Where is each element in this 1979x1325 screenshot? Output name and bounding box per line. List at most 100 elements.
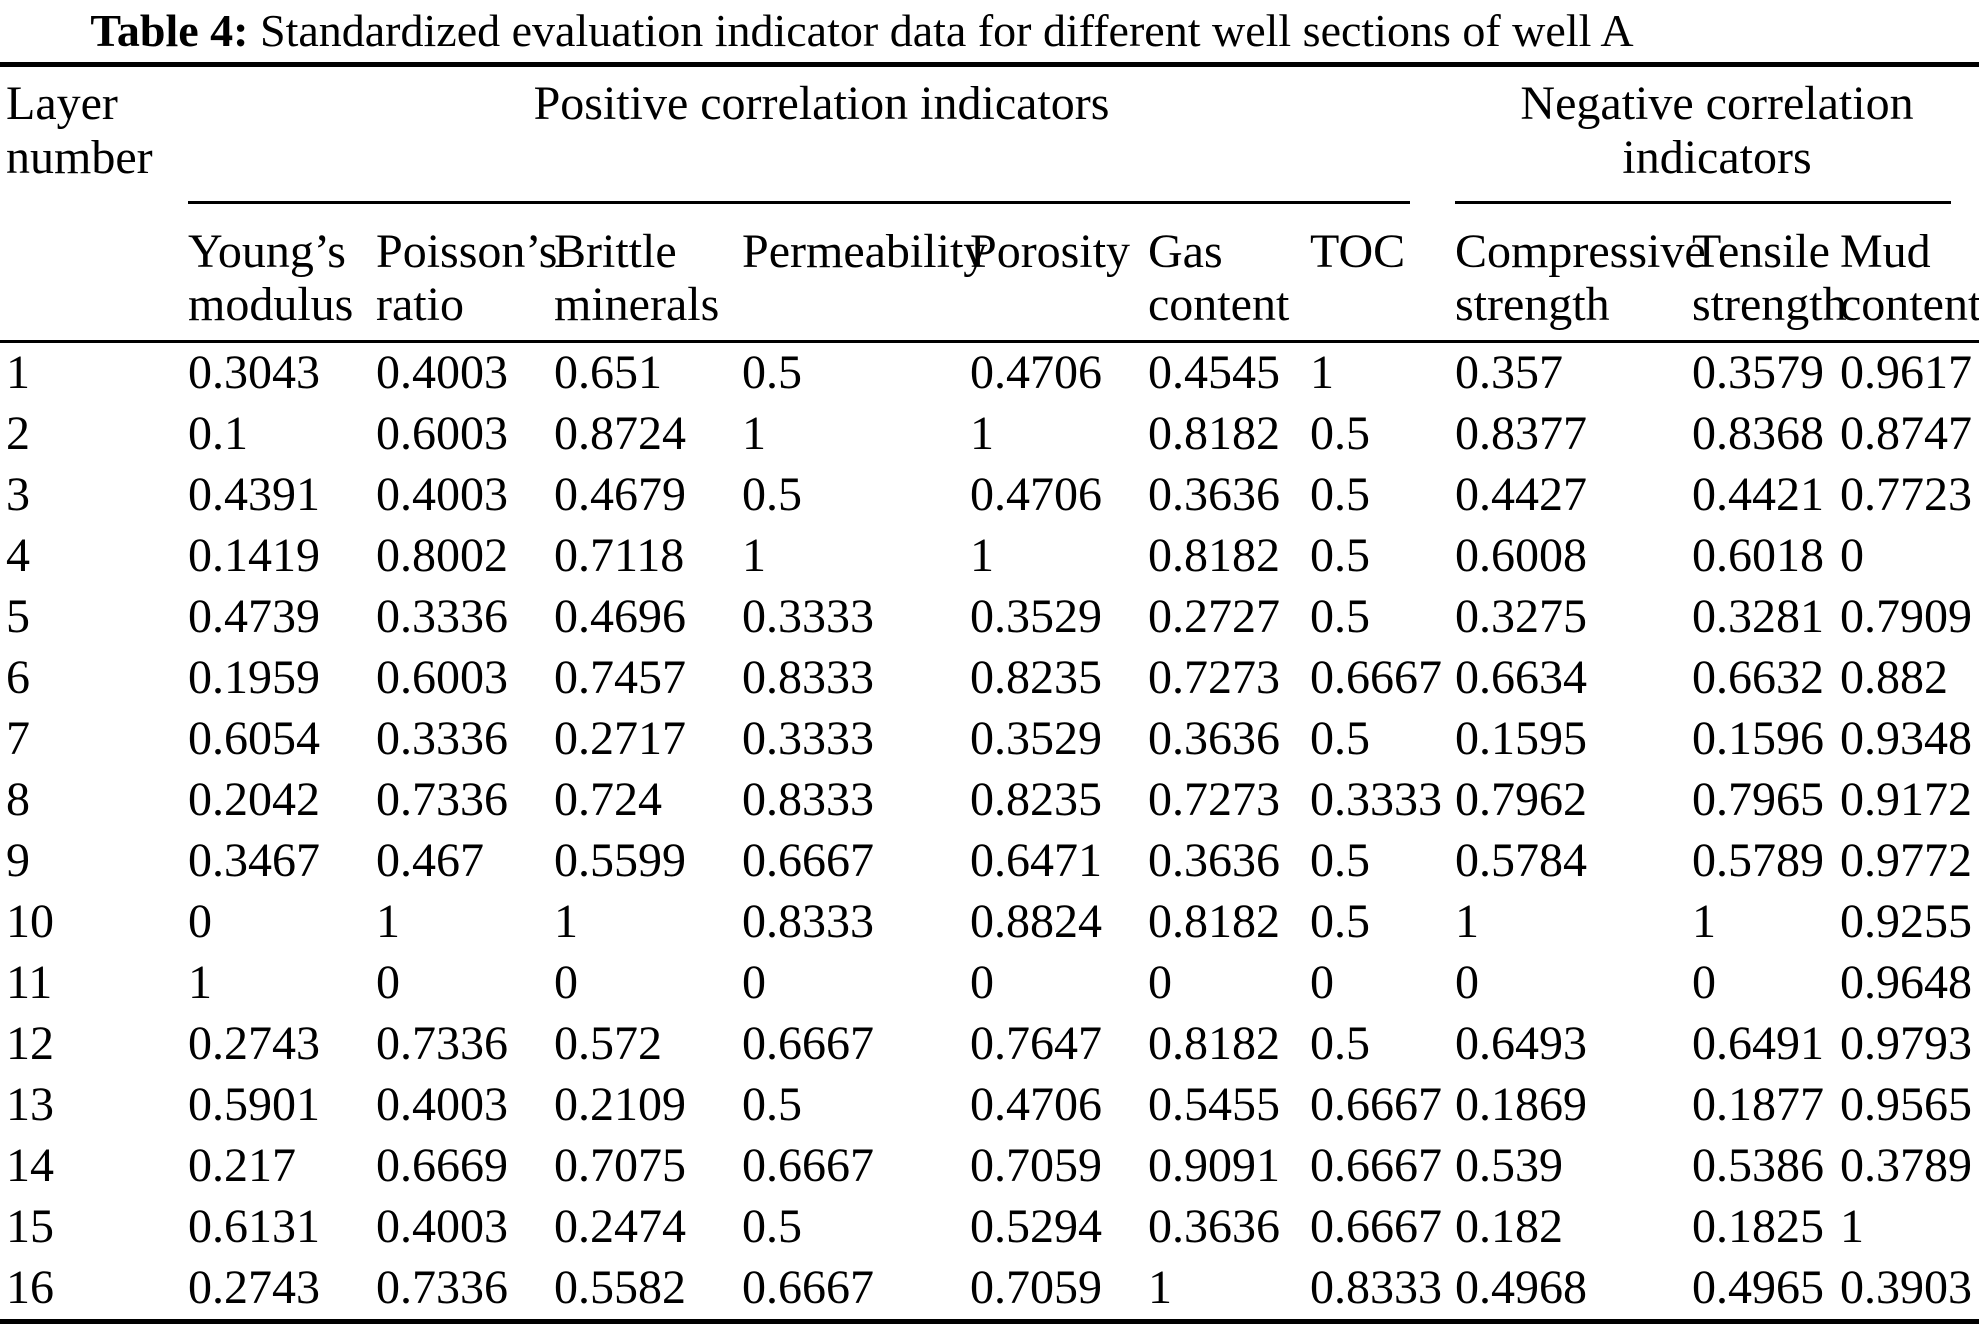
value-cell: 0.5	[742, 346, 802, 399]
value-cell: 0.6669	[376, 1139, 508, 1192]
value-cell: 0.5	[1310, 834, 1370, 887]
corner-header-layer-number: Layer number	[0, 64, 188, 343]
value-cell: 0.8377	[1455, 407, 1587, 460]
value-cell: 0.572	[554, 1017, 662, 1070]
value-cell: 0.5	[1310, 407, 1370, 460]
value-cell: 0.4968	[1455, 1261, 1587, 1314]
value-cell: 0.9565	[1840, 1078, 1972, 1131]
column-header-gas-content: Gas content	[1148, 204, 1310, 343]
group-header-negative: Negative correlation indicators	[1455, 64, 1979, 204]
column-header-brittle-minerals: Brittle minerals	[554, 204, 742, 343]
value-cell: 0.3903	[1840, 1261, 1972, 1314]
value-cell: 0.3636	[1148, 834, 1280, 887]
value-cell: 0.8182	[1148, 895, 1280, 948]
value-cell: 0.1825	[1692, 1200, 1824, 1253]
layer-number-cell: 12	[6, 1017, 54, 1070]
value-cell: 0.5789	[1692, 834, 1824, 887]
value-cell: 0.6667	[742, 1139, 874, 1192]
column-header-compressive-strength: Compressive strength	[1455, 204, 1706, 343]
value-cell: 0.651	[554, 346, 662, 399]
value-cell: 0.8333	[1310, 1261, 1442, 1314]
value-cell: 0.8333	[742, 895, 874, 948]
layer-number-cell: 2	[6, 407, 30, 460]
value-cell: 0.1595	[1455, 712, 1587, 765]
value-cell: 0.3275	[1455, 590, 1587, 643]
table-caption-label: Table 4:	[90, 5, 249, 56]
value-cell: 0.9617	[1840, 346, 1972, 399]
value-cell: 0.3333	[742, 590, 874, 643]
value-cell: 0.3529	[970, 712, 1102, 765]
value-cell: 0.7059	[970, 1261, 1102, 1314]
value-cell: 1	[1148, 1261, 1172, 1314]
table-row: 8 0.2042 0.7336 0.724 0.8333 0.8235 0.7273 0.33…	[0, 770, 1979, 831]
value-cell: 0.8724	[554, 407, 686, 460]
data-table: Layer number Positive correlation indica…	[0, 62, 1979, 1324]
value-cell: 0.4391	[188, 468, 320, 521]
value-cell: 0.5	[1310, 895, 1370, 948]
table-caption-text: Standardized evaluation indicator data f…	[259, 5, 1634, 56]
value-cell: 0.1959	[188, 651, 320, 704]
value-cell: 0.6008	[1455, 529, 1587, 582]
value-cell: 0.6667	[742, 1017, 874, 1070]
value-cell: 0.1877	[1692, 1078, 1824, 1131]
value-cell: 0.2109	[554, 1078, 686, 1131]
value-cell: 0.7647	[970, 1017, 1102, 1070]
value-cell: 0.1	[188, 407, 248, 460]
column-header-poissons-ratio: Poisson’s ratio	[376, 204, 557, 343]
value-cell: 0.5	[1310, 529, 1370, 582]
value-cell: 0.6003	[376, 407, 508, 460]
table-row: 6 0.1959 0.6003 0.7457 0.8333 0.8235 0.7273 0.6…	[0, 648, 1979, 709]
value-cell: 0.3789	[1840, 1139, 1972, 1192]
value-cell: 0.5784	[1455, 834, 1587, 887]
value-cell: 0.3333	[742, 712, 874, 765]
layer-number-cell: 7	[6, 712, 30, 765]
value-cell: 0.6632	[1692, 651, 1824, 704]
value-cell: 0.6667	[1310, 1078, 1442, 1131]
value-cell: 0.2474	[554, 1200, 686, 1253]
value-cell: 0.4706	[970, 346, 1102, 399]
value-cell: 1	[742, 529, 766, 582]
value-cell: 0.5455	[1148, 1078, 1280, 1131]
value-cell: 0.7336	[376, 1017, 508, 1070]
value-cell: 0.3467	[188, 834, 320, 887]
value-cell: 0.7336	[376, 773, 508, 826]
value-cell: 0.3579	[1692, 346, 1824, 399]
value-cell: 0.6667	[1310, 1139, 1442, 1192]
value-cell: 0.8182	[1148, 1017, 1280, 1070]
table-caption: Table 4: Standardized evaluation indicat…	[0, 0, 1979, 62]
value-cell: 0.7909	[1840, 590, 1972, 643]
value-cell: 0.4003	[376, 1078, 508, 1131]
value-cell: 0.4706	[970, 1078, 1102, 1131]
value-cell: 0.882	[1840, 651, 1948, 704]
value-cell: 0.7336	[376, 1261, 508, 1314]
layer-number-cell: 10	[6, 895, 54, 948]
value-cell: 0.2743	[188, 1017, 320, 1070]
value-cell: 1	[376, 895, 400, 948]
value-cell: 0.8182	[1148, 407, 1280, 460]
table-row: 16 0.2743 0.7336 0.5582 0.6667 0.7059 1 0.8333 0…	[0, 1258, 1979, 1322]
value-cell: 0.2743	[188, 1261, 320, 1314]
table-row: 10 0 1 1 0.8333 0.8824 0.8182 0.5 1 1 0.9255	[0, 892, 1979, 953]
value-cell: 0.6493	[1455, 1017, 1587, 1070]
value-cell: 1	[1840, 1200, 1864, 1253]
value-cell: 0	[1692, 956, 1716, 1009]
value-cell: 0.4003	[376, 1200, 508, 1253]
column-header-toc: TOC	[1310, 204, 1455, 343]
value-cell: 0	[970, 956, 994, 1009]
table-row: 12 0.2743 0.7336 0.572 0.6667 0.7647 0.8182 0.5…	[0, 1014, 1979, 1075]
table-row: 14 0.217 0.6669 0.7075 0.6667 0.7059 0.9091 0.6…	[0, 1136, 1979, 1197]
value-cell: 0	[1148, 956, 1172, 1009]
layer-number-cell: 5	[6, 590, 30, 643]
value-cell: 0.5	[742, 468, 802, 521]
table-body: 1 0.3043 0.4003 0.651 0.5 0.4706 0.4545 1 0.357 0…	[0, 341, 1979, 1321]
layer-number-cell: 15	[6, 1200, 54, 1253]
value-cell: 0.8368	[1692, 407, 1824, 460]
value-cell: 1	[1310, 346, 1334, 399]
layer-number-cell: 14	[6, 1139, 54, 1192]
table-row: 1 0.3043 0.4003 0.651 0.5 0.4706 0.4545 1 0.357 0…	[0, 341, 1979, 404]
value-cell: 0.9772	[1840, 834, 1972, 887]
table-row: 7 0.6054 0.3336 0.2717 0.3333 0.3529 0.3636 0.5…	[0, 709, 1979, 770]
value-cell: 0.5599	[554, 834, 686, 887]
layer-number-cell: 11	[6, 956, 53, 1009]
value-cell: 0.8235	[970, 651, 1102, 704]
